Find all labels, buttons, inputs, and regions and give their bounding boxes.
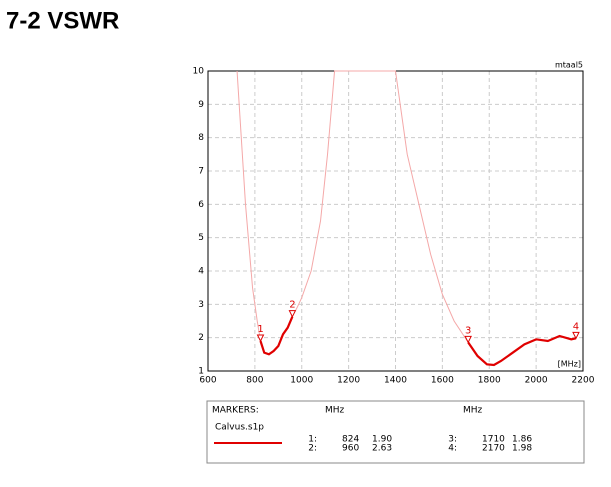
x-tick-label: 1600 — [431, 376, 454, 386]
marker — [572, 331, 580, 340]
x-tick-label: 1000 — [290, 376, 313, 386]
y-tick-label: 6 — [198, 200, 204, 210]
y-tick-label: 3 — [198, 300, 204, 310]
table-cell: 2: — [308, 444, 317, 454]
table-cell: 960 — [342, 444, 359, 454]
marker — [464, 335, 472, 344]
x-tick-label: 2200 — [572, 376, 595, 386]
y-tick-label: 8 — [198, 133, 204, 143]
legend-box — [206, 400, 585, 464]
table-cell: 2.63 — [372, 444, 392, 454]
y-tick-label: 5 — [198, 233, 204, 243]
table-cell: 4: — [448, 444, 457, 454]
x-unit: [MHz] — [558, 360, 581, 369]
legend-label: Calvus.s1p — [215, 423, 264, 433]
y-tick-label: 4 — [198, 267, 204, 277]
y-tick-label: 7 — [198, 167, 204, 177]
x-tick-label: 1200 — [337, 376, 360, 386]
x-tick-label: 600 — [199, 376, 216, 386]
marker — [256, 334, 265, 343]
y-tick-label: 9 — [198, 100, 204, 110]
x-tick-label: 1800 — [478, 376, 501, 386]
x-tick-label: 2000 — [525, 376, 548, 386]
table-unit: MHz — [463, 406, 483, 416]
marker-label: 4 — [573, 321, 579, 332]
corner-label: mtaal5 — [555, 61, 583, 70]
table-cell: 1710 — [482, 435, 505, 445]
table-cell: 2170 — [482, 444, 505, 454]
table-cell: 824 — [342, 435, 359, 445]
table-cell: 1.86 — [512, 435, 532, 445]
table-unit: MHz — [325, 406, 345, 416]
series-line — [259, 316, 577, 367]
x-tick-label: 1400 — [384, 376, 407, 386]
marker-label: 1 — [257, 324, 263, 335]
x-tick-label: 800 — [246, 376, 263, 386]
series-line — [236, 70, 577, 366]
table-cell: 1.90 — [372, 435, 392, 445]
page-title: 7-2 VSWR — [6, 7, 119, 34]
table-cell: 1.98 — [512, 444, 532, 454]
marker-label: 3 — [465, 325, 471, 336]
y-tick-label: 10 — [193, 67, 205, 77]
y-tick-label: 1 — [198, 367, 204, 377]
marker-label: 2 — [289, 300, 295, 311]
y-tick-label: 2 — [198, 333, 204, 343]
marker — [288, 310, 297, 318]
table-cell: 1: — [308, 435, 317, 445]
table-cell: 3: — [448, 435, 457, 445]
table-header: MARKERS: — [212, 406, 259, 416]
